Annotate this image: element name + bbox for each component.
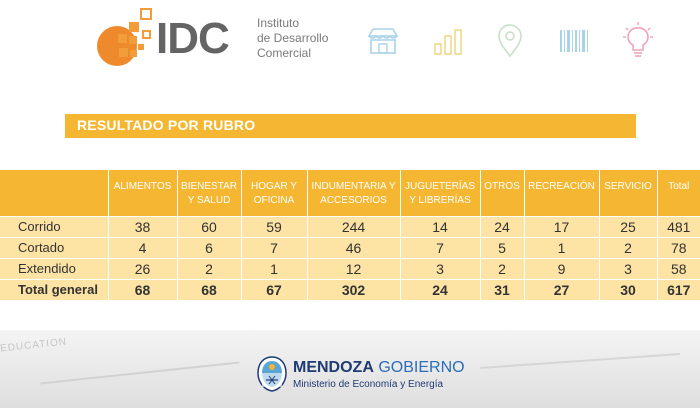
- background-document-text: EDUCATION: [0, 336, 68, 355]
- ministry-subtitle: Ministerio de Economía y Energía: [293, 379, 444, 390]
- table-cell: 5: [479, 236, 524, 258]
- background-line: [40, 361, 240, 385]
- logo-mark-icon: [96, 8, 156, 68]
- header-icons: [366, 22, 666, 62]
- table-cell: 59: [240, 215, 307, 237]
- table-total-row: Total general 68 68 67 302 24 31 27 30 6…: [0, 278, 700, 300]
- table-cell: 31: [479, 278, 524, 300]
- table-cell: 2: [598, 236, 657, 258]
- table-header-row: ALIMENTOS BIENESTAR Y SALUD HOGAR Y OFIC…: [0, 170, 700, 216]
- table-cell: 2: [176, 257, 241, 279]
- column-header: ALIMENTOS: [107, 170, 177, 216]
- column-header: SERVICIO: [598, 170, 657, 216]
- row-label: Cortado: [0, 236, 108, 258]
- logo-subtitle: Instituto de Desarrollo Comercial: [257, 16, 329, 60]
- barcode-icon: [560, 30, 588, 52]
- location-pin-icon: [498, 24, 522, 58]
- row-label: Total general: [0, 278, 108, 300]
- column-header: BIENESTAR Y SALUD: [176, 170, 241, 216]
- idc-logo: IDC: [96, 8, 256, 68]
- table-cell: 38: [107, 215, 177, 237]
- table-cell: 17: [523, 215, 599, 237]
- table-cell: 58: [656, 257, 700, 279]
- section-title: RESULTADO POR RUBRO: [77, 117, 256, 133]
- lightbulb-icon: [623, 22, 653, 57]
- table-cell: 7: [240, 236, 307, 258]
- footer: EDUCATION MENDOZA GOBIERNO Ministerio de…: [0, 330, 700, 408]
- column-header: Total: [656, 170, 700, 216]
- logo-text: IDC: [156, 14, 230, 63]
- table-cell: 481: [656, 215, 700, 237]
- table-cell: 24: [479, 215, 524, 237]
- table-row: Extendido 26 2 1 12 3 2 9 3 58: [0, 257, 700, 279]
- table-cell: 3: [399, 257, 480, 279]
- column-header: JUGUETERÍAS Y LIBRERÍAS: [399, 170, 480, 216]
- table-cell: 46: [306, 236, 400, 258]
- column-header: HOGAR Y OFICINA: [240, 170, 307, 216]
- storefront-icon: [367, 28, 399, 54]
- row-label: Corrido: [0, 215, 108, 237]
- background-line: [480, 353, 680, 369]
- table-row: Cortado 4 6 7 46 7 5 1 2 78: [0, 236, 700, 258]
- table-row: Corrido 38 60 59 244 14 24 17 25 481: [0, 215, 700, 237]
- table-cell: 27: [523, 278, 599, 300]
- table-cell: 60: [176, 215, 241, 237]
- table-cell: 68: [176, 278, 241, 300]
- table-cell: 3: [598, 257, 657, 279]
- table-cell: 2: [479, 257, 524, 279]
- table-cell: 1: [240, 257, 307, 279]
- mendoza-gobierno-title: MENDOZA GOBIERNO: [293, 359, 465, 376]
- table-cell: 68: [107, 278, 177, 300]
- mendoza-seal-icon: [257, 356, 287, 392]
- table-cell: 1: [523, 236, 599, 258]
- table-cell: 78: [656, 236, 700, 258]
- table-cell: 302: [306, 278, 400, 300]
- column-header: OTROS: [479, 170, 524, 216]
- table-cell: 4: [107, 236, 177, 258]
- table-cell: 6: [176, 236, 241, 258]
- column-header: RECREACIÓN: [523, 170, 599, 216]
- table-cell: 67: [240, 278, 307, 300]
- table-cell: 25: [598, 215, 657, 237]
- column-header: [0, 170, 108, 216]
- header: IDC Instituto de Desarrollo Comercial: [0, 0, 700, 100]
- column-header: INDUMENTARIA Y ACCESORIOS: [306, 170, 400, 216]
- table-cell: 9: [523, 257, 599, 279]
- table-cell: 12: [306, 257, 400, 279]
- row-label: Extendido: [0, 257, 108, 279]
- table-cell: 26: [107, 257, 177, 279]
- table-cell: 7: [399, 236, 480, 258]
- results-table: ALIMENTOS BIENESTAR Y SALUD HOGAR Y OFIC…: [0, 170, 700, 300]
- table-cell: 244: [306, 215, 400, 237]
- section-title-bar: RESULTADO POR RUBRO: [65, 114, 636, 138]
- table-cell: 30: [598, 278, 657, 300]
- table-cell: 617: [656, 278, 700, 300]
- bar-chart-icon: [434, 29, 462, 55]
- table-cell: 14: [399, 215, 480, 237]
- table-cell: 24: [399, 278, 480, 300]
